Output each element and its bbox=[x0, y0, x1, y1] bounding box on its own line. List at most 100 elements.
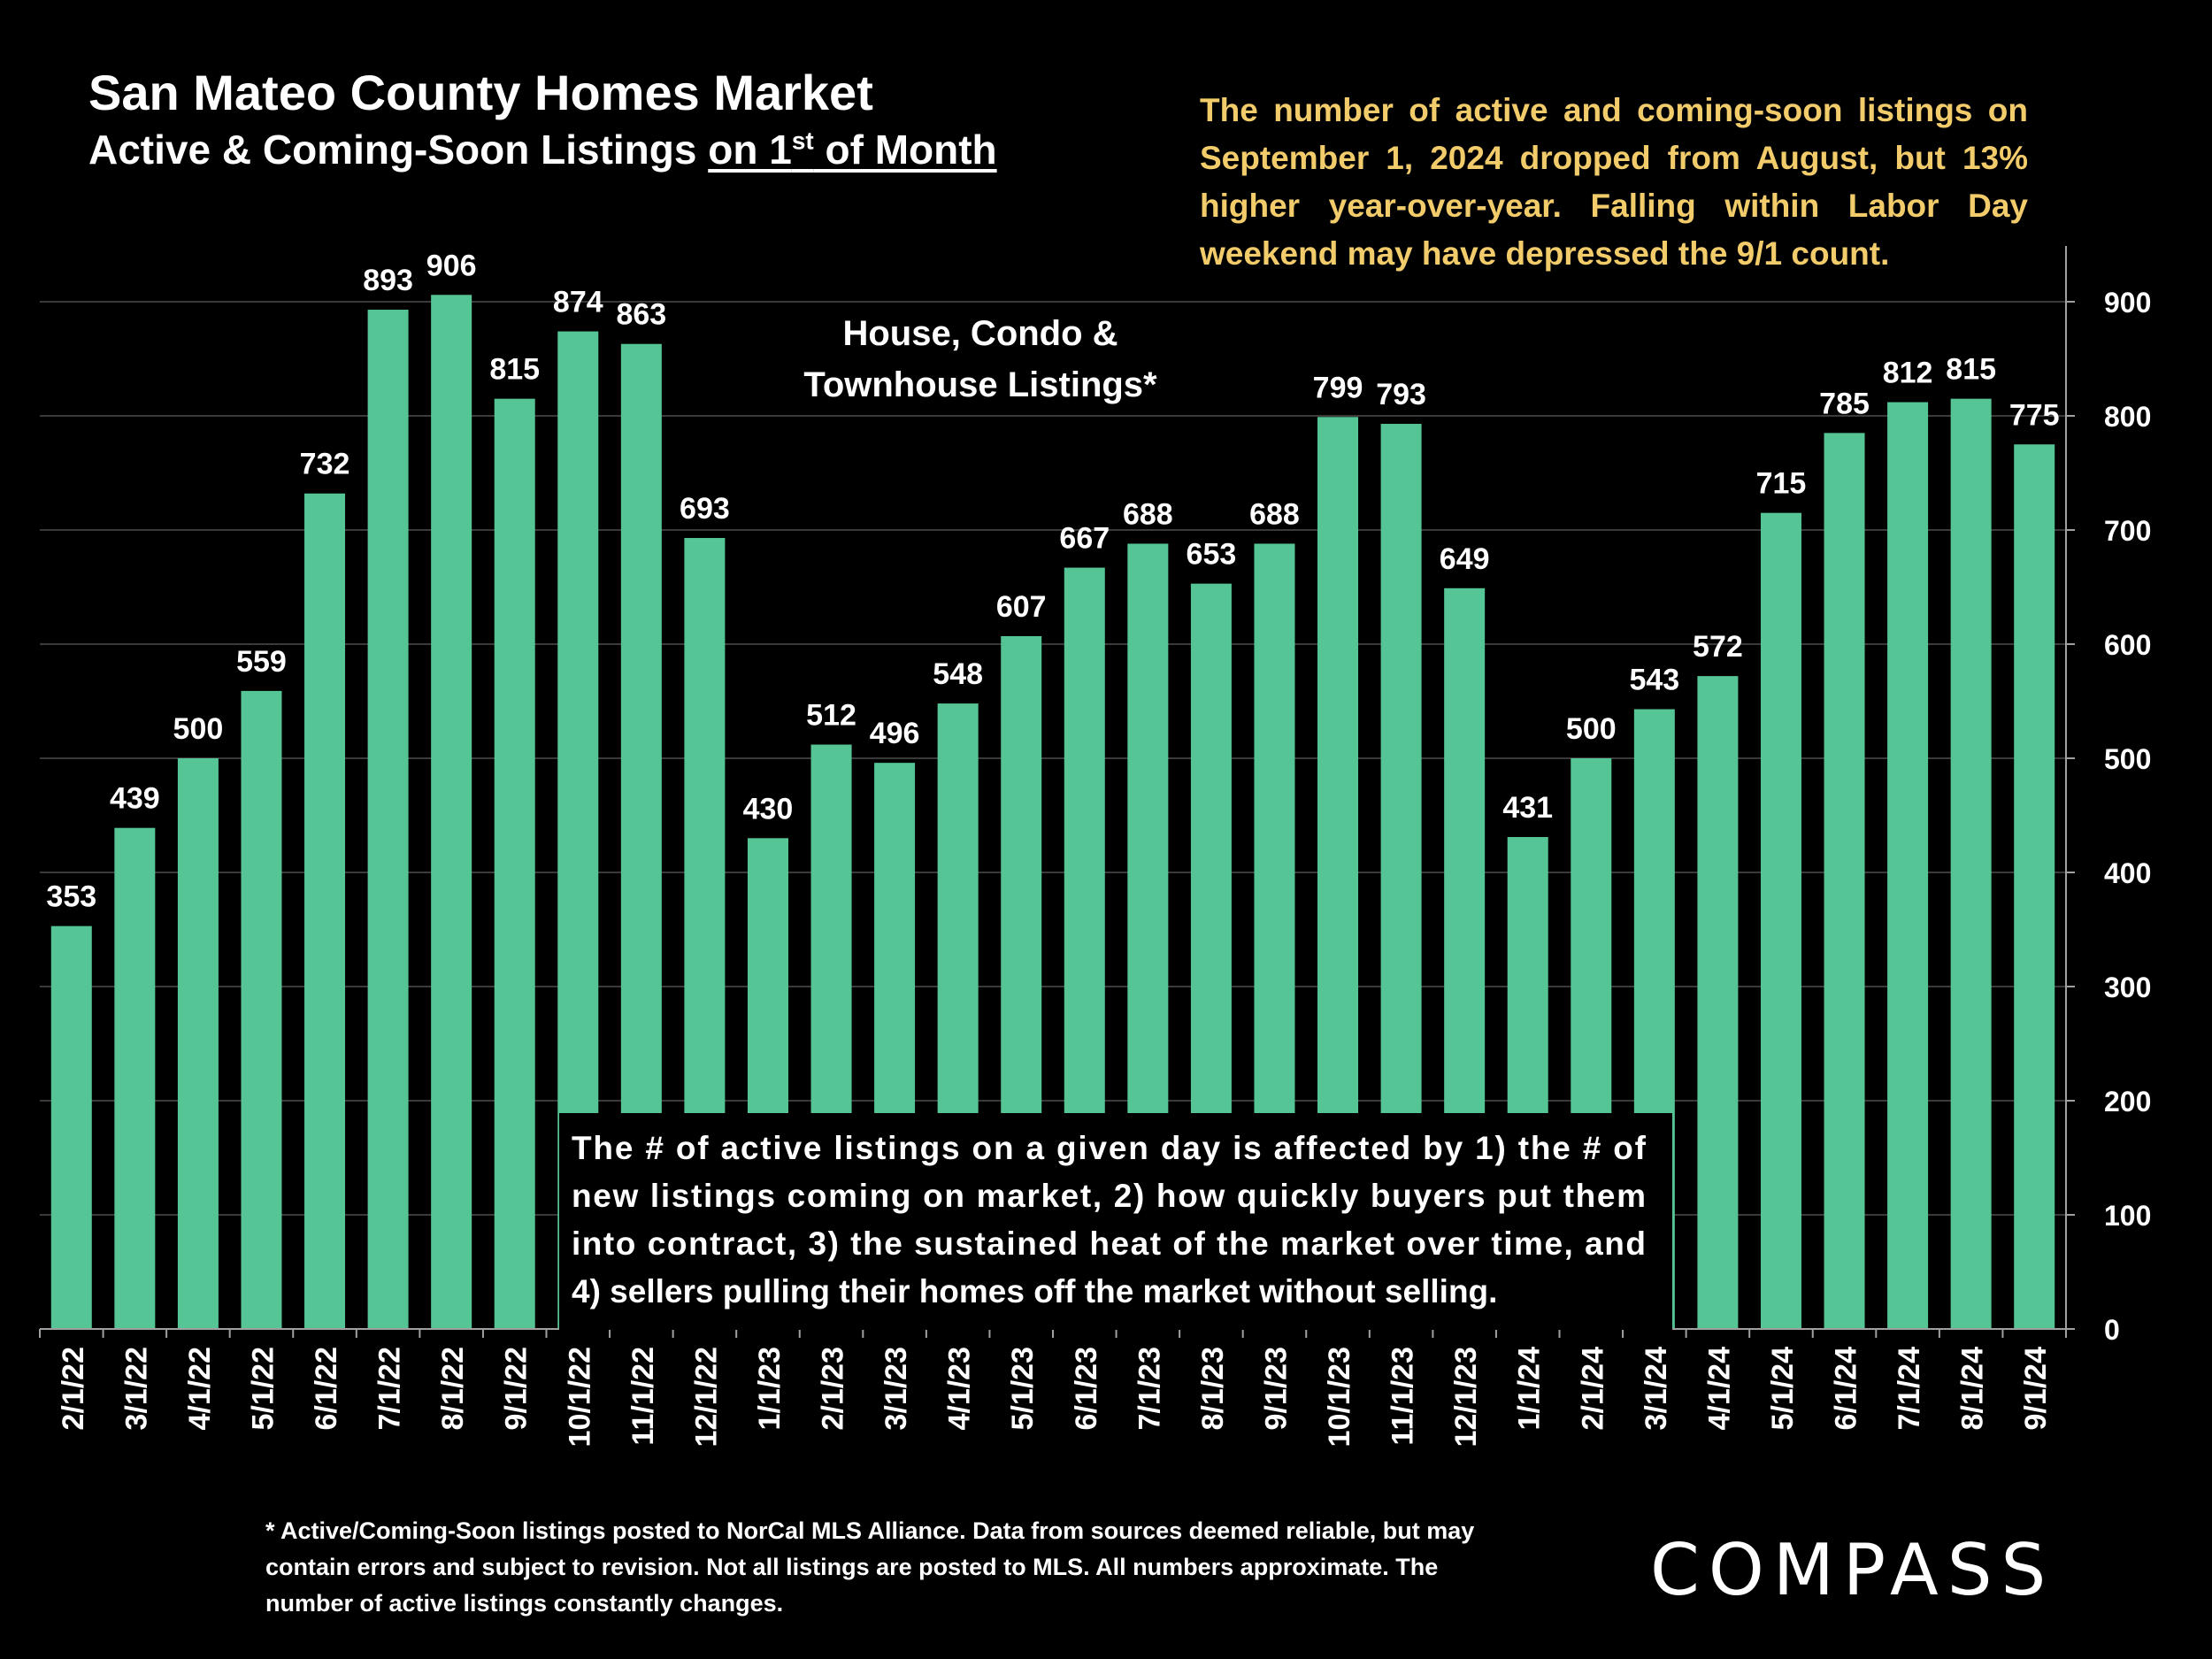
x-tick-label: 11/1/22 bbox=[626, 1347, 660, 1446]
value-label: 353 bbox=[46, 880, 96, 914]
subtitle-underlined-prefix: on 1 bbox=[708, 127, 792, 173]
value-label: 607 bbox=[996, 590, 1047, 624]
x-tick-label: 8/1/24 bbox=[1956, 1347, 1990, 1431]
page-title: San Mateo County Homes Market bbox=[88, 65, 873, 120]
bar-5-1-24 bbox=[1760, 512, 1801, 1329]
value-label: 496 bbox=[870, 717, 920, 750]
y-tick-label: 300 bbox=[2104, 972, 2151, 1003]
y-tick-label: 0 bbox=[2104, 1314, 2120, 1346]
y-tick-label: 100 bbox=[2104, 1200, 2151, 1232]
value-label: 785 bbox=[1819, 387, 1870, 420]
bar-7-1-24 bbox=[1887, 402, 1929, 1329]
x-tick-label: 2/1/22 bbox=[57, 1347, 90, 1431]
x-tick-label: 8/1/23 bbox=[1196, 1347, 1230, 1431]
bar-9-1-22 bbox=[494, 398, 535, 1329]
value-label: 439 bbox=[110, 782, 160, 816]
value-label: 559 bbox=[236, 645, 287, 679]
subtitle-prefix: Active & Coming-Soon Listings bbox=[88, 127, 709, 173]
explanation-line-2: new listings coming on market, 2) how qu… bbox=[572, 1178, 1646, 1214]
bar-2-1-22 bbox=[50, 926, 92, 1329]
bar-4-1-22 bbox=[177, 758, 219, 1329]
subtitle-underlined-suffix: of Month bbox=[813, 127, 997, 173]
bar-6-1-24 bbox=[1824, 433, 1865, 1330]
x-axis-labels: 2/1/22 3/1/22 4/1/22 5/1/22 6/1/22 7/1/22 8/1/… bbox=[57, 1347, 2053, 1448]
x-tick-label: 12/1/23 bbox=[1449, 1347, 1483, 1447]
bar-9-1-24 bbox=[2014, 444, 2055, 1329]
x-tick-label: 5/1/22 bbox=[246, 1347, 280, 1431]
value-label: 793 bbox=[1376, 378, 1426, 411]
subtitle-underlined: on 1st of Month bbox=[708, 127, 996, 173]
summary-text: The number of active and coming-soon lis… bbox=[1200, 92, 2028, 272]
x-tick-label: 7/1/22 bbox=[373, 1347, 407, 1431]
chart-series-label-line-1: House, Condo & bbox=[842, 314, 1118, 353]
x-tick-label: 5/1/23 bbox=[1006, 1347, 1040, 1431]
value-label: 863 bbox=[616, 298, 666, 332]
value-label: 543 bbox=[1629, 664, 1679, 697]
value-labels: 353 439 500 559 732 893 906 815 874 863 693 430 512 4… bbox=[46, 249, 2059, 913]
value-label: 693 bbox=[680, 492, 730, 526]
value-label: 815 bbox=[489, 353, 540, 387]
x-tick-label: 9/1/23 bbox=[1259, 1347, 1293, 1431]
x-tick-label: 11/1/23 bbox=[1386, 1347, 1420, 1446]
y-axis: 0 100 200 300 400 500 600 700 800 900 bbox=[39, 246, 2151, 1346]
value-label: 548 bbox=[933, 657, 983, 691]
value-label: 500 bbox=[173, 712, 224, 746]
value-label: 715 bbox=[1756, 467, 1807, 501]
y-tick-label: 600 bbox=[2104, 629, 2151, 661]
x-tick-label: 6/1/24 bbox=[1830, 1347, 1863, 1431]
x-tick-label: 9/1/24 bbox=[2019, 1347, 2053, 1431]
explanation-box bbox=[559, 1113, 1672, 1330]
value-label: 812 bbox=[1883, 357, 1933, 390]
x-tick-label: 1/1/24 bbox=[1513, 1347, 1547, 1431]
value-label: 732 bbox=[300, 448, 350, 481]
value-label: 512 bbox=[806, 699, 856, 733]
bar-6-1-22 bbox=[304, 493, 346, 1329]
value-label: 799 bbox=[1313, 371, 1363, 404]
y-tick-label: 500 bbox=[2104, 743, 2151, 775]
value-label: 906 bbox=[426, 249, 477, 282]
value-label: 572 bbox=[1693, 630, 1743, 664]
x-tick-label: 4/1/22 bbox=[183, 1347, 217, 1431]
explanation-line-4: 4) sellers pulling their homes off the m… bbox=[572, 1273, 1497, 1310]
value-label: 815 bbox=[1946, 353, 1996, 387]
x-tick-label: 5/1/24 bbox=[1766, 1347, 1800, 1431]
value-label: 893 bbox=[363, 264, 413, 297]
value-label: 653 bbox=[1187, 538, 1237, 572]
y-tick-label: 800 bbox=[2104, 401, 2151, 433]
x-tick-label: 3/1/23 bbox=[879, 1347, 913, 1431]
x-tick-label: 12/1/22 bbox=[689, 1347, 723, 1447]
value-label: 431 bbox=[1502, 791, 1553, 825]
page-subtitle: Active & Coming-Soon Listings on 1st of … bbox=[88, 126, 997, 173]
x-tick-label: 8/1/22 bbox=[436, 1347, 470, 1431]
x-tick-label: 7/1/24 bbox=[1893, 1347, 1926, 1431]
compass-logo: COMPASS bbox=[1650, 1529, 2055, 1611]
bar-8-1-24 bbox=[1950, 398, 1992, 1329]
value-label: 649 bbox=[1440, 542, 1490, 576]
x-tick-label: 1/1/23 bbox=[753, 1347, 787, 1431]
bar-8-1-22 bbox=[431, 295, 472, 1329]
x-tick-label: 7/1/23 bbox=[1133, 1347, 1166, 1431]
bar-7-1-22 bbox=[367, 310, 409, 1329]
y-tick-label: 900 bbox=[2104, 287, 2151, 319]
explanation-line-3: into contract, 3) the sustained heat of … bbox=[572, 1225, 1646, 1262]
value-label: 874 bbox=[553, 286, 603, 319]
x-tick-label: 3/1/24 bbox=[1640, 1347, 1673, 1431]
bar-3-1-22 bbox=[114, 827, 156, 1329]
y-tick-label: 700 bbox=[2104, 515, 2151, 547]
x-tick-label: 6/1/22 bbox=[310, 1347, 343, 1431]
value-label: 688 bbox=[1123, 497, 1173, 531]
x-tick-label: 9/1/22 bbox=[500, 1347, 534, 1431]
x-tick-label: 10/1/23 bbox=[1323, 1347, 1356, 1447]
value-label: 688 bbox=[1249, 497, 1300, 531]
bar-4-1-24 bbox=[1697, 676, 1739, 1329]
footnote: * Active/Coming-Soon listings posted to … bbox=[265, 1517, 1475, 1617]
chart-annotations: House, Condo & Townhouse Listings* The #… bbox=[559, 314, 1672, 1330]
y-tick-label: 200 bbox=[2104, 1086, 2151, 1118]
explanation-line-1: The # of active listings on a given day … bbox=[572, 1130, 1647, 1166]
x-tick-label: 2/1/24 bbox=[1576, 1347, 1609, 1431]
bar-5-1-22 bbox=[241, 690, 282, 1329]
x-tick-label: 2/1/23 bbox=[817, 1347, 850, 1431]
x-tick-label: 3/1/22 bbox=[119, 1347, 153, 1431]
x-tick-label: 4/1/24 bbox=[1702, 1347, 1736, 1431]
